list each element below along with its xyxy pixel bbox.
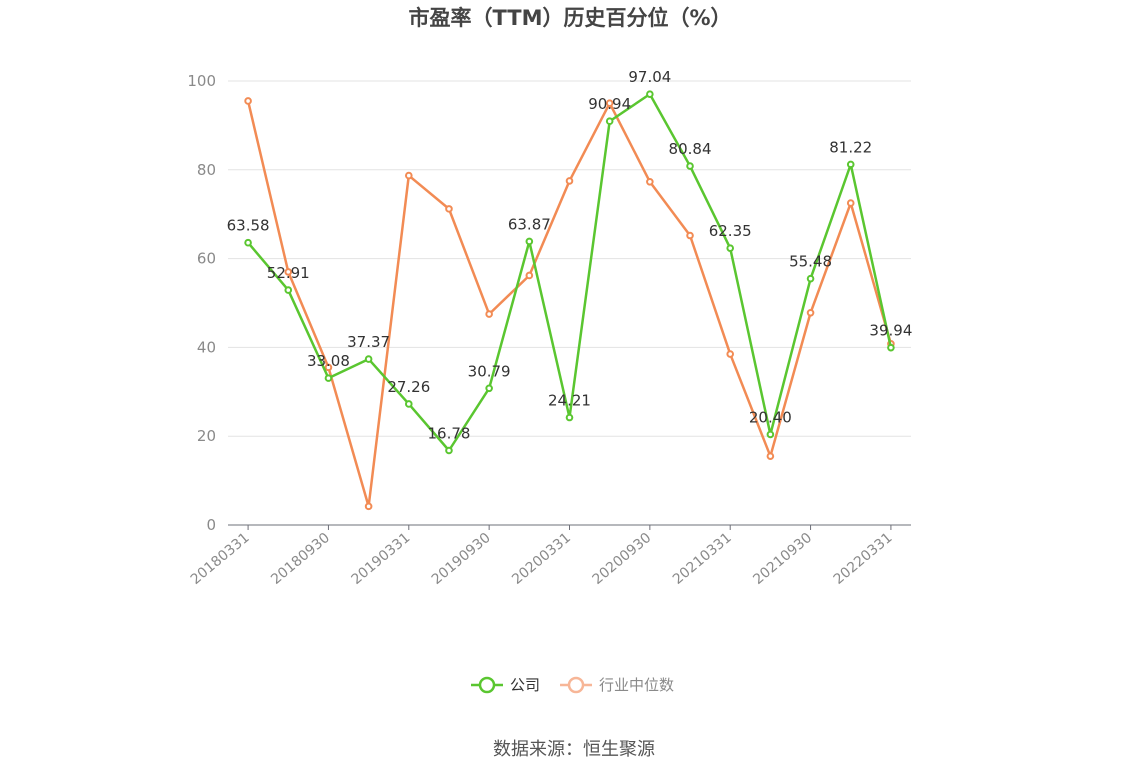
data-point[interactable] bbox=[726, 244, 735, 252]
legend-marker bbox=[567, 676, 585, 694]
data-point[interactable] bbox=[525, 237, 534, 246]
data-label: 81.22 bbox=[829, 138, 872, 156]
legend: 公司 行业中位数 bbox=[471, 676, 674, 694]
data-point[interactable] bbox=[887, 343, 895, 352]
data-point[interactable] bbox=[846, 160, 855, 169]
data-label: 16.78 bbox=[427, 424, 470, 442]
x-tick-label: 20200930 bbox=[590, 530, 655, 588]
x-tick-label: 20210331 bbox=[670, 530, 735, 588]
data-label: 97.04 bbox=[628, 68, 671, 86]
data-label: 39.94 bbox=[869, 322, 912, 340]
data-point[interactable] bbox=[324, 374, 333, 382]
y-axis: 0 20 40 60 80 100 bbox=[187, 72, 216, 534]
legend-item-0[interactable]: 公司 bbox=[471, 676, 540, 694]
data-point[interactable] bbox=[445, 205, 453, 213]
data-point[interactable] bbox=[806, 308, 815, 317]
x-tick-label: 20190331 bbox=[348, 530, 413, 588]
x-tick-label: 20200331 bbox=[509, 530, 574, 588]
source-note: 数据来源：恒生聚源 bbox=[493, 739, 655, 760]
series-layer bbox=[244, 90, 895, 511]
data-point[interactable] bbox=[565, 177, 574, 185]
data-label: 80.84 bbox=[669, 140, 712, 158]
series-1 bbox=[244, 97, 895, 511]
data-point[interactable] bbox=[404, 400, 413, 408]
data-point[interactable] bbox=[244, 97, 252, 105]
data-point[interactable] bbox=[404, 171, 413, 180]
data-point[interactable] bbox=[686, 231, 694, 240]
grid-lines bbox=[228, 80, 911, 437]
x-tick-label: 20210930 bbox=[750, 530, 815, 588]
y-tick-label: 100 bbox=[187, 72, 216, 90]
data-label: 52.91 bbox=[267, 264, 310, 282]
data-point[interactable] bbox=[605, 99, 614, 107]
x-tick-label: 20220331 bbox=[831, 530, 896, 588]
data-point[interactable] bbox=[244, 238, 252, 247]
data-label: 63.87 bbox=[508, 215, 551, 233]
legend-item-1[interactable]: 行业中位数 bbox=[560, 676, 674, 694]
x-tick-label: 20180930 bbox=[268, 530, 333, 588]
x-tick-label: 20180331 bbox=[188, 530, 253, 588]
data-label: 24.21 bbox=[548, 392, 591, 410]
y-tick-label: 0 bbox=[206, 516, 216, 534]
data-label: 90.94 bbox=[588, 95, 631, 113]
data-point[interactable] bbox=[485, 310, 493, 318]
data-point[interactable] bbox=[646, 90, 654, 98]
data-label: 63.58 bbox=[227, 217, 270, 235]
legend-label: 行业中位数 bbox=[599, 676, 674, 694]
data-label: 20.40 bbox=[749, 408, 792, 426]
y-tick-label: 20 bbox=[197, 427, 216, 445]
y-tick-label: 60 bbox=[197, 250, 216, 268]
legend-marker bbox=[478, 676, 496, 694]
legend-label: 公司 bbox=[510, 676, 540, 694]
y-tick-label: 80 bbox=[197, 161, 216, 179]
data-point[interactable] bbox=[846, 199, 855, 207]
data-point[interactable] bbox=[525, 271, 534, 280]
data-label: 27.26 bbox=[387, 378, 430, 396]
data-point[interactable] bbox=[364, 502, 373, 511]
data-point[interactable] bbox=[485, 384, 493, 393]
data-label: 55.48 bbox=[789, 253, 832, 271]
data-point[interactable] bbox=[565, 413, 574, 422]
data-point[interactable] bbox=[686, 162, 694, 170]
data-point[interactable] bbox=[445, 446, 453, 455]
data-point[interactable] bbox=[284, 286, 293, 294]
data-point[interactable] bbox=[324, 363, 333, 372]
data-point[interactable] bbox=[364, 355, 373, 363]
y-tick-label: 40 bbox=[197, 338, 216, 356]
data-label: 37.37 bbox=[347, 333, 390, 351]
data-point[interactable] bbox=[806, 274, 815, 283]
data-point[interactable] bbox=[284, 268, 293, 276]
data-point[interactable] bbox=[605, 117, 614, 126]
series-line bbox=[246, 100, 893, 508]
data-label: 30.79 bbox=[468, 362, 511, 380]
x-tick-label: 20190930 bbox=[429, 530, 494, 588]
data-label: 33.08 bbox=[307, 352, 350, 370]
data-point[interactable] bbox=[766, 430, 775, 439]
chart-title: 市盈率（TTM）历史百分位（%） bbox=[408, 6, 731, 30]
series-0 bbox=[244, 90, 895, 455]
data-label: 62.35 bbox=[709, 222, 752, 240]
x-axis: 20180331 20180930 20190331 20190930 20200331… bbox=[188, 524, 911, 588]
data-point[interactable] bbox=[766, 452, 775, 460]
data-point[interactable] bbox=[726, 350, 735, 358]
data-point[interactable] bbox=[646, 177, 654, 186]
